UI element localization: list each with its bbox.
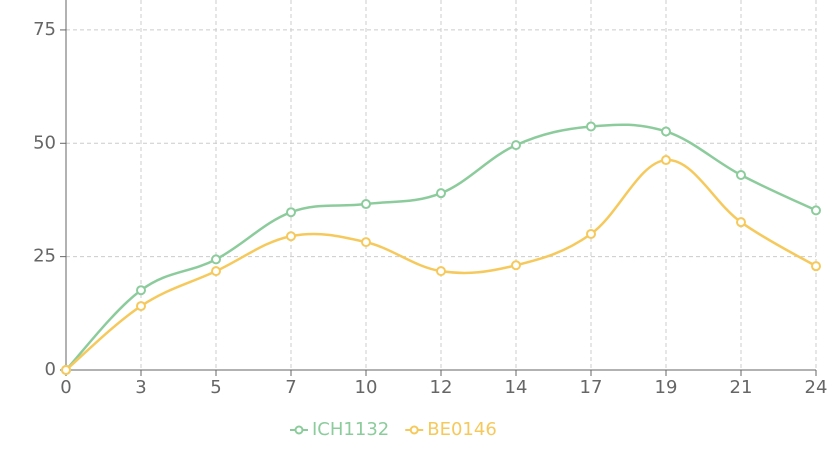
data-point [736, 170, 746, 181]
data-point [136, 301, 146, 312]
data-point [736, 217, 746, 228]
data-point [661, 126, 671, 137]
x-tick-label: 3 [135, 377, 146, 398]
legend-icon [409, 425, 419, 435]
x-tick-label: 10 [355, 377, 378, 398]
legend-icon [294, 425, 304, 435]
data-point [586, 121, 596, 132]
data-point [286, 207, 296, 218]
data-point [361, 199, 371, 210]
data-point [511, 140, 521, 151]
y-tick-label: 0 [45, 359, 56, 380]
data-point [811, 261, 821, 272]
x-tick-label: 5 [210, 377, 221, 398]
data-point [586, 228, 596, 239]
data-point [811, 205, 821, 216]
x-tick-label: 0 [60, 377, 71, 398]
legend-label: BE0146 [427, 419, 497, 440]
data-point [136, 285, 146, 296]
x-tick-label: 19 [655, 377, 678, 398]
y-tick-label: 25 [33, 246, 56, 267]
data-point [511, 260, 521, 271]
x-tick-label: 7 [285, 377, 296, 398]
legend-label: ICH1132 [312, 419, 389, 440]
x-tick-label: 17 [580, 377, 603, 398]
x-tick-label: 21 [730, 377, 753, 398]
data-point [436, 266, 446, 277]
data-point [61, 365, 71, 375]
y-tick-label: 50 [33, 132, 56, 153]
x-tick-label: 14 [505, 377, 528, 398]
data-point [361, 237, 371, 248]
x-tick-label: 12 [430, 377, 453, 398]
data-point [211, 254, 221, 265]
data-point [211, 266, 221, 277]
data-point [436, 188, 446, 199]
x-tick-label: 24 [805, 377, 828, 398]
data-point [661, 155, 671, 166]
data-point [286, 231, 296, 242]
y-tick-label: 75 [33, 19, 56, 40]
